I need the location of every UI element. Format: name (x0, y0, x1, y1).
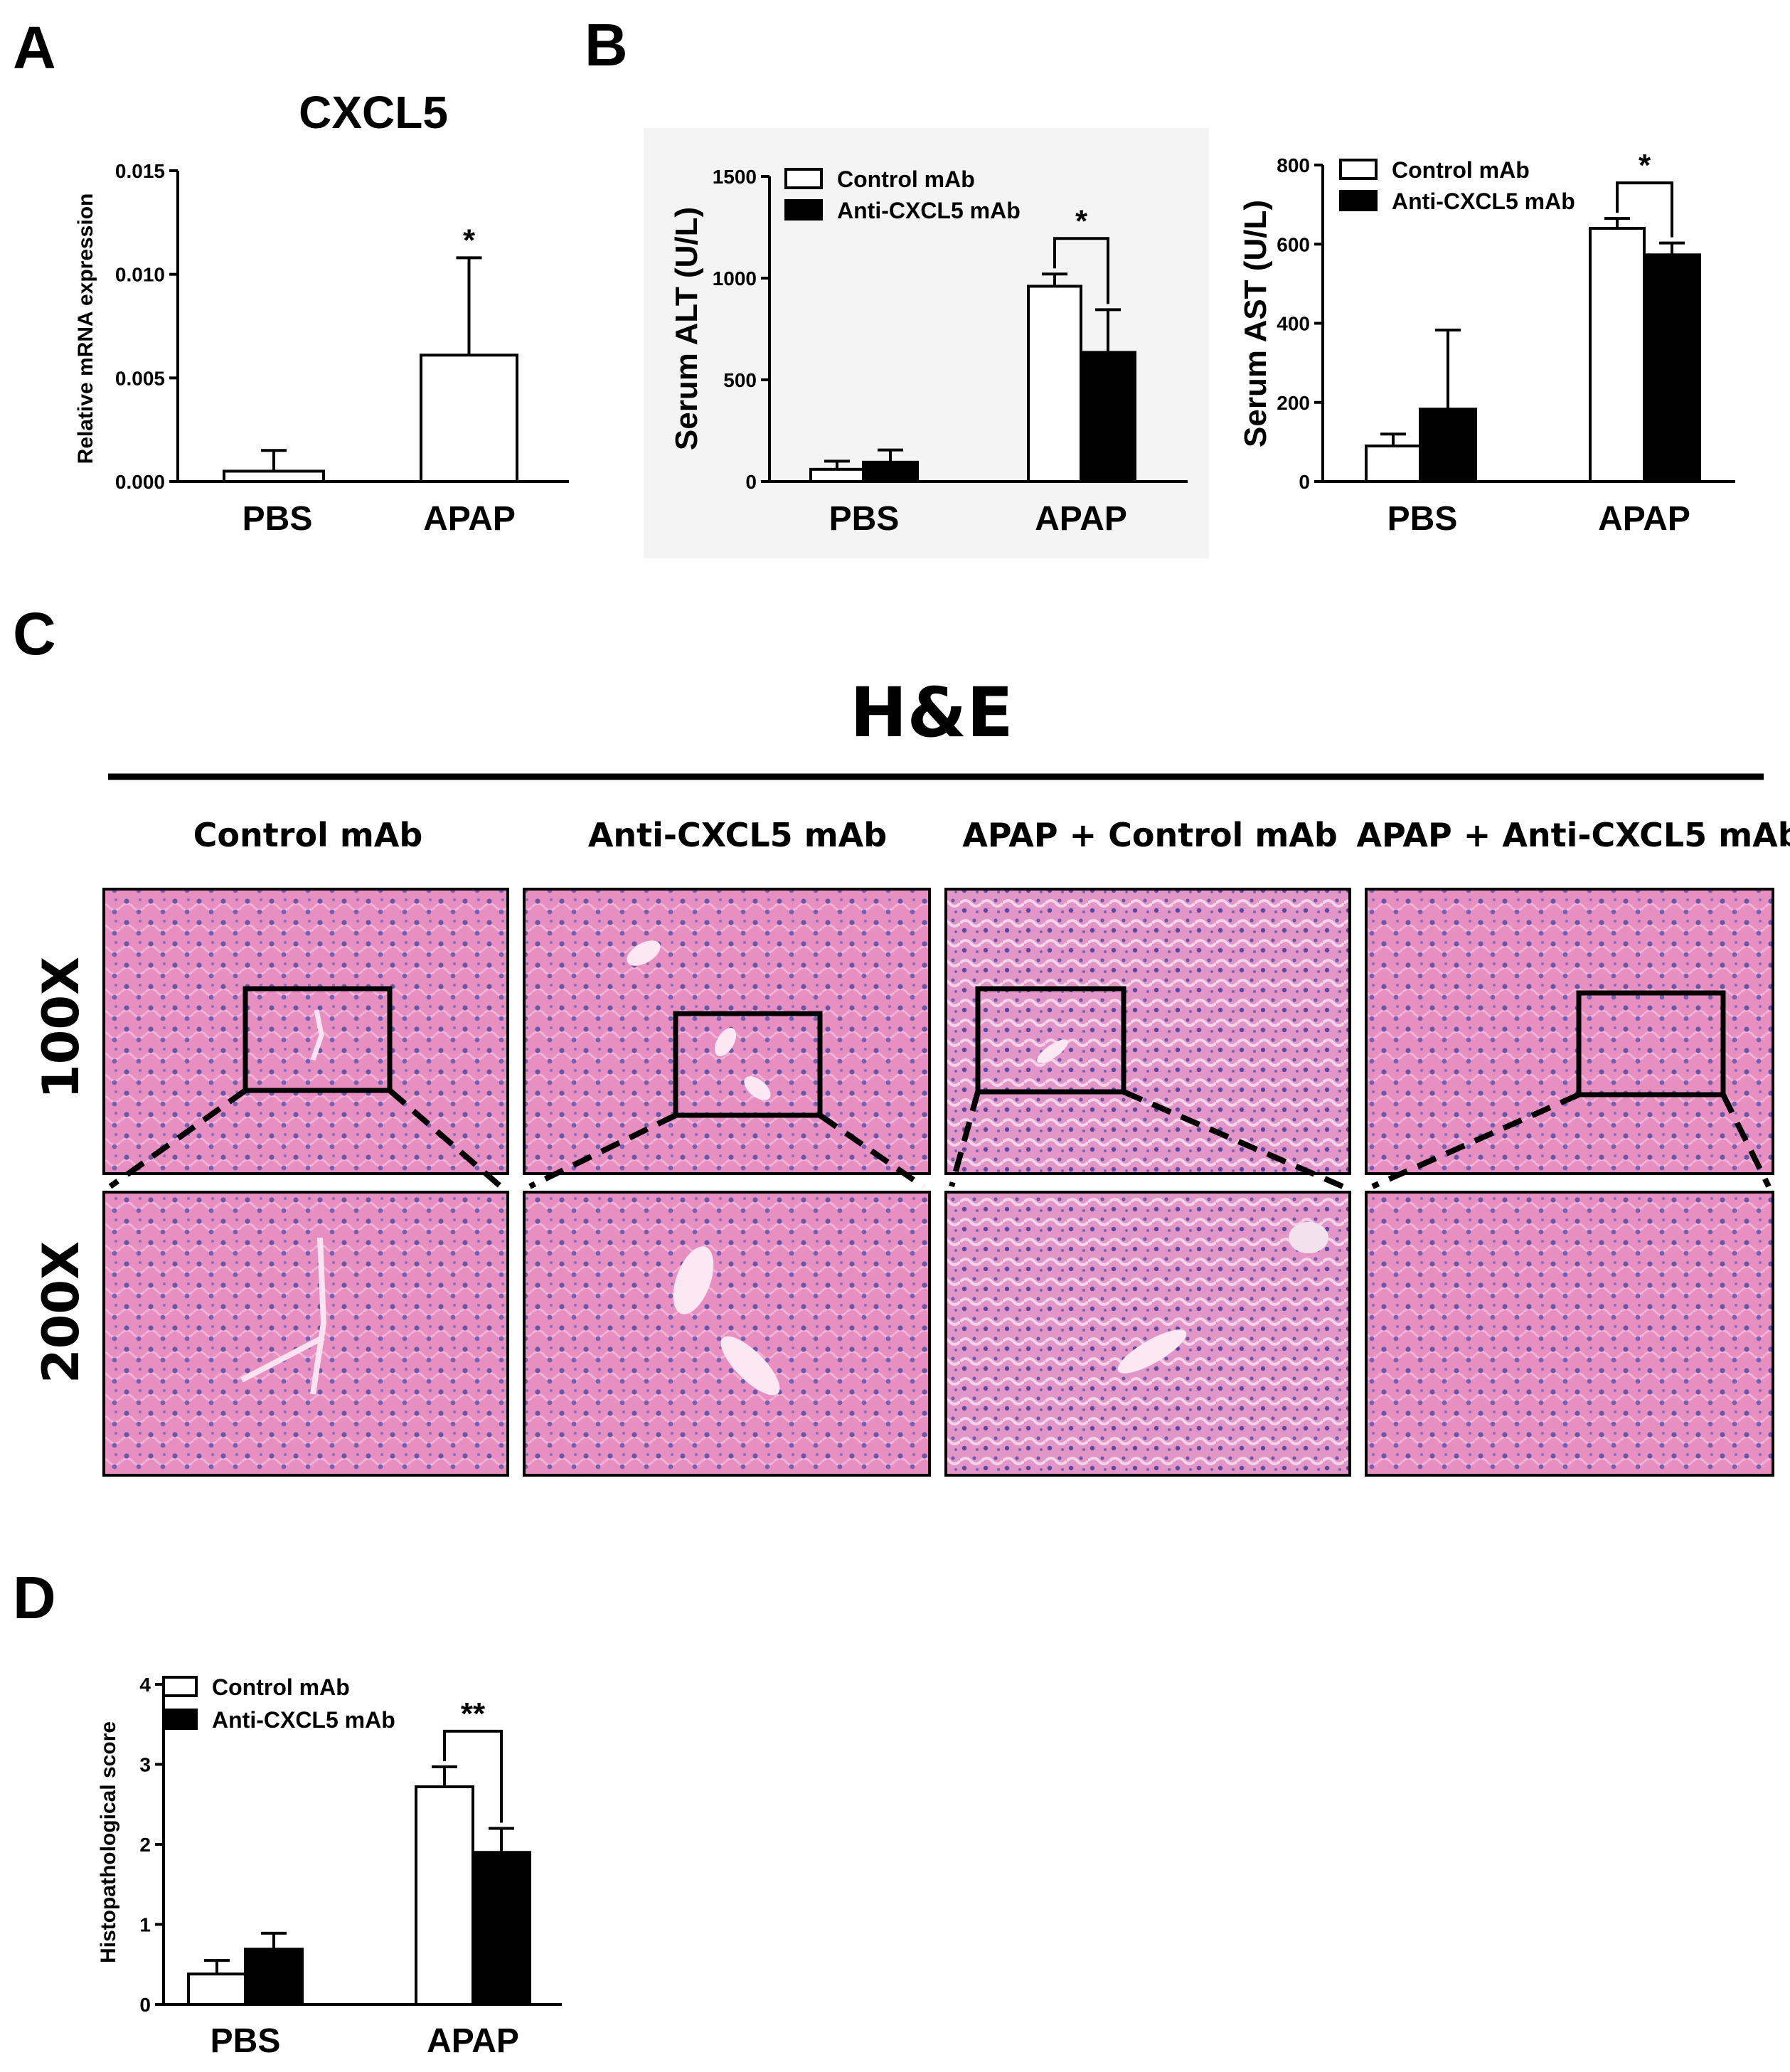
bar (472, 1851, 531, 2006)
y-tick-label: 200 (1277, 392, 1310, 414)
bar (420, 354, 518, 483)
legend-swatch (162, 1709, 198, 1730)
bar (862, 460, 919, 484)
legend-label: Anti-CXCL5 mAb (1392, 188, 1575, 214)
bar (187, 1972, 247, 2006)
panel-letter-d: D (13, 1564, 56, 1631)
bar (809, 467, 865, 484)
y-tick-label: 1 (139, 1914, 151, 1936)
row-label-100x: 100X (32, 957, 90, 1099)
chart-serum-ast: Serum AST (U/L) 0 200 400 600 800 PBS APAP * Con… (1238, 148, 1735, 538)
significance-marker: * (463, 223, 476, 257)
chart-serum-alt: Serum ALT (U/L) 0 500 1000 1500 PBS APAP * Cont… (669, 166, 1188, 538)
significance-marker: * (1075, 203, 1088, 238)
micrograph-200x-apap-control-mab (944, 1191, 1351, 1477)
x-category-label: PBS (211, 2022, 281, 2060)
y-tick-label: 0 (139, 1994, 151, 2016)
x-category-label: APAP (1035, 500, 1127, 538)
column-label-apap-control-mab: APAP + Control mAb (962, 816, 1338, 854)
y-tick-label: 0 (1299, 471, 1310, 493)
zoom-connector-lines (108, 1088, 1772, 1189)
x-category-label: APAP (423, 500, 516, 538)
bar (1365, 444, 1422, 483)
bar (1080, 351, 1136, 484)
y-tick-label: 0.010 (115, 264, 165, 286)
bar (1643, 253, 1701, 483)
chart-histopathological-score: Histopathological score 0 1 2 3 4 PBS APAP ** Co… (97, 1674, 562, 2060)
y-axis-label: Relative mRNA expression (74, 193, 97, 464)
x-category-label: APAP (427, 2022, 519, 2060)
column-label-apap-anti-cxcl5-mab: APAP + Anti-CXCL5 mAb (1356, 816, 1790, 854)
y-tick-label: 1500 (713, 166, 757, 188)
chart-background (644, 128, 1209, 558)
x-category-label: PBS (243, 500, 313, 538)
bar (1027, 285, 1082, 483)
significance-bracket (443, 1729, 503, 1823)
y-tick-label: 0.000 (115, 471, 165, 493)
row-label-200x: 200X (32, 1241, 90, 1383)
micrograph-100x-apap-control-mab (944, 888, 1351, 1175)
panel-letter-a: A (13, 14, 56, 81)
legend-label: Anti-CXCL5 mAb (212, 1707, 395, 1733)
y-tick-label: 0.005 (115, 367, 165, 389)
legend-label: Control mAb (212, 1674, 350, 1700)
y-tick-label: 800 (1277, 154, 1310, 176)
micrograph-100x-control-mab (102, 888, 509, 1175)
y-tick-label: 2 (139, 1834, 151, 1856)
legend-swatch (162, 1676, 198, 1697)
legend-label: Anti-CXCL5 mAb (837, 198, 1021, 223)
y-tick-label: 0.015 (115, 160, 165, 182)
panel-letter-b: B (585, 11, 628, 78)
micrograph-100x-apap-anti-cxcl5-mab (1365, 888, 1774, 1175)
y-tick-label: 400 (1277, 313, 1310, 335)
legend-swatch (1339, 159, 1378, 180)
panel-letter-c: C (13, 600, 56, 667)
y-axis-label: Serum AST (U/L) (1238, 200, 1273, 447)
x-category-label: PBS (829, 500, 900, 538)
he-title: H&E (850, 673, 1013, 753)
column-label-anti-cxcl5-mab: Anti-CXCL5 mAb (588, 816, 887, 854)
chart-title: CXCL5 (299, 87, 448, 138)
bar (415, 1785, 474, 2006)
bar (1589, 227, 1646, 483)
chart-cxcl5-mrna: CXCL5 Relative mRNA expression 0.000 0.00… (74, 87, 569, 538)
micrograph-200x-anti-cxcl5-mab (523, 1191, 931, 1477)
he-histology-panel: H&E Control mAb Anti-CXCL5 mAb APAP + Co… (32, 673, 1790, 1477)
significance-marker: ** (461, 1696, 486, 1731)
legend-swatch (784, 168, 823, 189)
bar (1419, 408, 1477, 483)
y-tick-label: 3 (139, 1754, 151, 1776)
significance-bracket (1616, 181, 1673, 238)
legend-swatch (1339, 190, 1378, 211)
y-tick-label: 500 (723, 369, 757, 391)
y-axis-label: Serum ALT (U/L) (669, 207, 704, 450)
y-tick-label: 600 (1277, 233, 1310, 255)
legend-label: Control mAb (837, 166, 975, 192)
significance-bracket (1053, 237, 1109, 304)
micrograph-200x-apap-anti-cxcl5-mab (1365, 1191, 1774, 1477)
y-tick-label: 0 (745, 471, 757, 493)
micrograph-100x-anti-cxcl5-mab (523, 888, 931, 1175)
bar (244, 1948, 304, 2006)
y-tick-label: 1000 (713, 267, 757, 289)
legend-label: Control mAb (1392, 157, 1530, 183)
column-label-control-mab: Control mAb (193, 816, 423, 854)
x-category-label: APAP (1598, 500, 1690, 538)
y-tick-label: 4 (139, 1674, 151, 1696)
micrograph-200x-control-mab (102, 1191, 509, 1477)
significance-marker: * (1639, 148, 1651, 183)
bar (223, 469, 325, 484)
x-category-label: PBS (1387, 500, 1458, 538)
legend-swatch (784, 199, 823, 221)
y-axis-label: Histopathological score (97, 1721, 120, 1963)
